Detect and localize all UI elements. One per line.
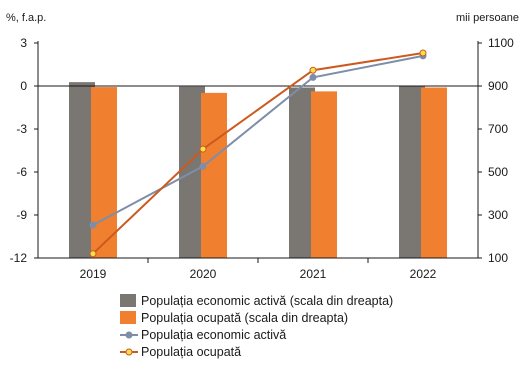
left-tick-label: -12 (10, 251, 28, 265)
point-activa-2020 (199, 162, 207, 170)
left-tick-label: 3 (20, 36, 27, 50)
x-tick-label: 2020 (190, 267, 217, 281)
legend-label: Populația economic activă (141, 328, 286, 342)
right-tick-label: 700 (488, 122, 508, 136)
left-tick-label: 0 (20, 79, 27, 93)
x-tick-label: 2022 (410, 267, 437, 281)
legend-label: Populația ocupată (141, 345, 241, 359)
legend-swatch-bar (120, 294, 136, 307)
bar-ocupata-2022 (421, 87, 447, 258)
left-tick-label: -3 (16, 122, 27, 136)
bar-ocupata-2020 (201, 92, 227, 258)
point-activa-2021 (309, 73, 317, 81)
point-ocupata-2019 (89, 250, 97, 258)
right-axis-unit-label: mii persoane (456, 12, 519, 24)
point-ocupata-2020 (199, 145, 207, 153)
bar-ocupata-2019 (91, 87, 117, 258)
right-tick-label: 900 (488, 79, 508, 93)
left-tick-label: -9 (16, 208, 27, 222)
legend: Populația economic activă (scala din dre… (120, 294, 393, 359)
legend-swatch-bar (120, 311, 136, 324)
left-tick-label: -6 (16, 165, 27, 179)
point-activa-2019 (89, 221, 97, 229)
bar-activa-2021 (289, 87, 315, 258)
bar-activa-2019 (69, 82, 95, 258)
line-activa (92, 54, 424, 226)
point-ocupata-2021 (309, 66, 317, 74)
plot-area: 3 0 -3 -6 -9 -12 1100 900 700 500 300 100 2019 2020 20… (10, 36, 514, 281)
bar-activa-2022 (399, 85, 425, 258)
legend-swatch-marker (125, 348, 133, 356)
legend-label: Populația ocupată (scala din dreapta) (141, 311, 348, 325)
x-tick-label: 2019 (80, 267, 107, 281)
right-tick-label: 1100 (488, 36, 514, 50)
right-tick-label: 300 (488, 208, 508, 222)
line-ocupata (92, 52, 424, 255)
right-tick-label: 500 (488, 165, 508, 179)
bar-ocupata-2021 (311, 91, 337, 258)
point-ocupata-2022 (419, 49, 427, 57)
right-tick-label: 100 (488, 251, 508, 265)
legend-swatch-marker (125, 331, 133, 339)
left-axis-unit-label: %, f.a.p. (6, 12, 46, 24)
legend-label: Populația economic activă (scala din dre… (141, 294, 393, 308)
x-tick-label: 2021 (300, 267, 327, 281)
